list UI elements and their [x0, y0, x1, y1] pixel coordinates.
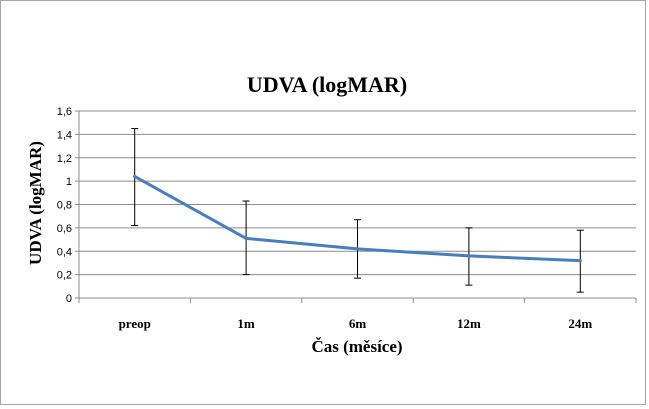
x-tick-label: 1m	[237, 316, 255, 331]
data-point	[578, 259, 582, 263]
y-tick-label: 0,6	[57, 223, 72, 235]
data-point	[133, 174, 137, 178]
x-axis-title: Čas (měsíce)	[311, 337, 402, 356]
series-layer	[133, 174, 582, 263]
y-tick-label: 1,6	[57, 106, 72, 118]
data-point	[467, 254, 471, 258]
y-tick-label: 1,2	[57, 153, 72, 165]
y-axis-title: UDVA (logMAR)	[26, 141, 45, 265]
y-tick-labels: 0 0,2 0,4 0,6 0,8 1 1,2 1,4 1,6	[57, 106, 72, 305]
x-tick-label: 6m	[349, 316, 367, 331]
y-tick-label: 0,2	[57, 270, 72, 282]
y-tick-label: 0	[66, 293, 72, 305]
x-tick-label: preop	[119, 316, 151, 331]
x-tick-labels: preop 1m 6m 12m 24m	[119, 316, 593, 331]
axes	[75, 110, 637, 303]
x-tick-label: 24m	[568, 316, 592, 331]
y-tick-label: 1	[66, 176, 72, 188]
data-point	[356, 247, 359, 251]
y-tick-label: 0,4	[57, 246, 72, 258]
data-point	[244, 236, 248, 240]
chart-title: UDVA (logMAR)	[247, 72, 407, 97]
x-tick-label: 12m	[457, 316, 481, 331]
y-tick-label: 1,4	[57, 129, 72, 141]
error-bars	[131, 128, 584, 293]
y-tick-label: 0,8	[57, 200, 72, 212]
